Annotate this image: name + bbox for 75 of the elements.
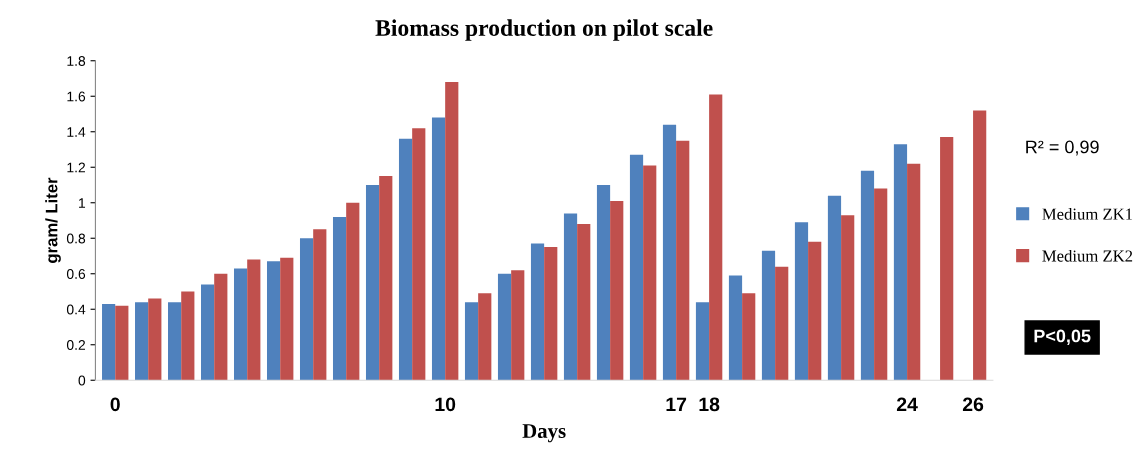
bar [332, 216, 347, 381]
x-axis-title: Days [522, 424, 566, 443]
x-tick-label: 24 [896, 397, 918, 412]
text: R² = 0,99 [1026, 140, 1099, 156]
bar [893, 144, 908, 381]
legend-label: Medium ZK2 [1042, 249, 1133, 262]
bar [676, 140, 690, 381]
bar [808, 241, 822, 381]
y-tick-label: 0.8 [66, 233, 86, 244]
x-tick-label: 17 [666, 397, 687, 412]
bar [115, 305, 129, 381]
bar [102, 303, 116, 381]
bar [544, 247, 558, 381]
bar [827, 195, 842, 381]
bar [181, 291, 195, 381]
bar [247, 259, 261, 381]
bar [365, 185, 380, 381]
x-tick-label: 10 [435, 397, 456, 412]
bar [841, 215, 855, 381]
bar [379, 176, 393, 381]
bar [973, 110, 987, 381]
bar [794, 222, 809, 381]
bar [860, 170, 875, 381]
bar [940, 137, 954, 381]
bar [511, 270, 525, 381]
bar [431, 117, 446, 381]
bar [563, 213, 578, 381]
bar [214, 273, 228, 381]
bar [709, 94, 723, 381]
y-tick-label: 0.4 [66, 304, 86, 315]
bar [280, 257, 294, 381]
chart-title: Biomass production on pilot scale [375, 19, 713, 41]
bar [577, 224, 591, 381]
x-tick-label: 18 [699, 397, 720, 412]
bar [907, 163, 921, 381]
bar [874, 188, 888, 381]
x-tick-label: 0 [110, 397, 120, 412]
bar [412, 128, 426, 381]
y-tick-label: 1.8 [67, 56, 86, 66]
bar [445, 82, 459, 381]
bar [346, 202, 360, 381]
legend-label: Medium ZK1 [1042, 208, 1133, 220]
bar [313, 229, 327, 381]
bar [610, 200, 624, 381]
y-tick-label: 1.4 [67, 127, 86, 137]
bar [168, 302, 182, 381]
text: P<0,05 [1034, 329, 1091, 345]
bar [299, 238, 314, 381]
bar [398, 138, 413, 381]
y-tick-label: 0.2 [66, 340, 86, 350]
bar [234, 268, 248, 381]
y-tick-label: 0 [78, 375, 86, 386]
bar [643, 165, 657, 381]
bar [629, 154, 644, 381]
bar [662, 124, 677, 381]
bar [775, 266, 789, 381]
bar [596, 185, 611, 381]
bar [497, 273, 512, 381]
x-tick-label: 26 [962, 397, 984, 412]
y-tick-label: 1 [79, 198, 86, 208]
bar [201, 284, 215, 381]
bar [135, 302, 149, 381]
y-tick-label: 1.6 [67, 91, 86, 102]
bar [530, 243, 545, 381]
bar [742, 293, 756, 381]
y-tick-label: 0.6 [66, 269, 86, 279]
bar [728, 275, 743, 381]
y-axis-title: gram/ Liter [45, 177, 61, 263]
bar [695, 302, 710, 381]
bar [464, 302, 479, 381]
bar [266, 261, 281, 381]
bar [148, 298, 162, 381]
bar [478, 293, 492, 381]
bar [761, 250, 776, 381]
y-tick-label: 1.2 [67, 162, 86, 173]
